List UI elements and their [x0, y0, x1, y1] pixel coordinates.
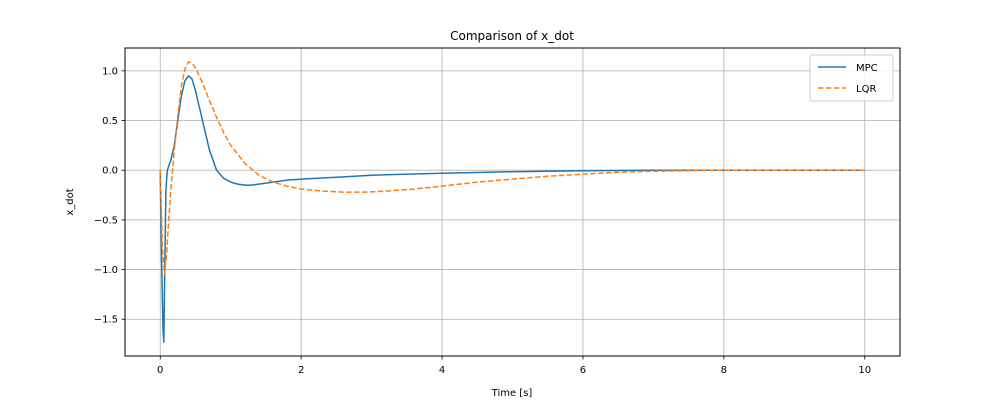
x-axis-ticks: 0 2 4 6 8 10 [157, 356, 871, 376]
plot-frame [124, 47, 901, 357]
series-layer [159, 61, 865, 343]
x-tick-label: 4 [439, 365, 445, 376]
x-tick-label: 8 [721, 365, 727, 376]
series-line-mpc [159, 75, 865, 343]
x-tick-label: 2 [298, 365, 304, 376]
legend-label-mpc: MPC [856, 63, 878, 74]
y-axis-label: x_dot [65, 188, 76, 215]
y-axis-ticks: 1.0 0.5 0.0 −0.5 −1.0 −1.5 [94, 66, 125, 326]
legend-label-lqr: LQR [856, 84, 876, 95]
x-tick-label: 0 [157, 365, 163, 376]
grid-layer [125, 48, 900, 356]
x-tick-label: 6 [580, 365, 586, 376]
series-line-lqr [159, 61, 865, 276]
y-tick-label: 1.0 [102, 66, 118, 77]
legend: MPC LQR [809, 54, 894, 102]
y-tick-label: −0.5 [94, 215, 118, 226]
x-axis-label: Time [s] [491, 388, 533, 399]
legend-box [809, 54, 894, 102]
chart-title: Comparison of x_dot [450, 29, 574, 43]
y-tick-label: 0.0 [102, 166, 118, 177]
y-tick-label: −1.5 [94, 315, 118, 326]
y-tick-label: −1.0 [94, 265, 118, 276]
x-tick-label: 10 [858, 365, 871, 376]
y-tick-label: 0.5 [102, 116, 118, 127]
